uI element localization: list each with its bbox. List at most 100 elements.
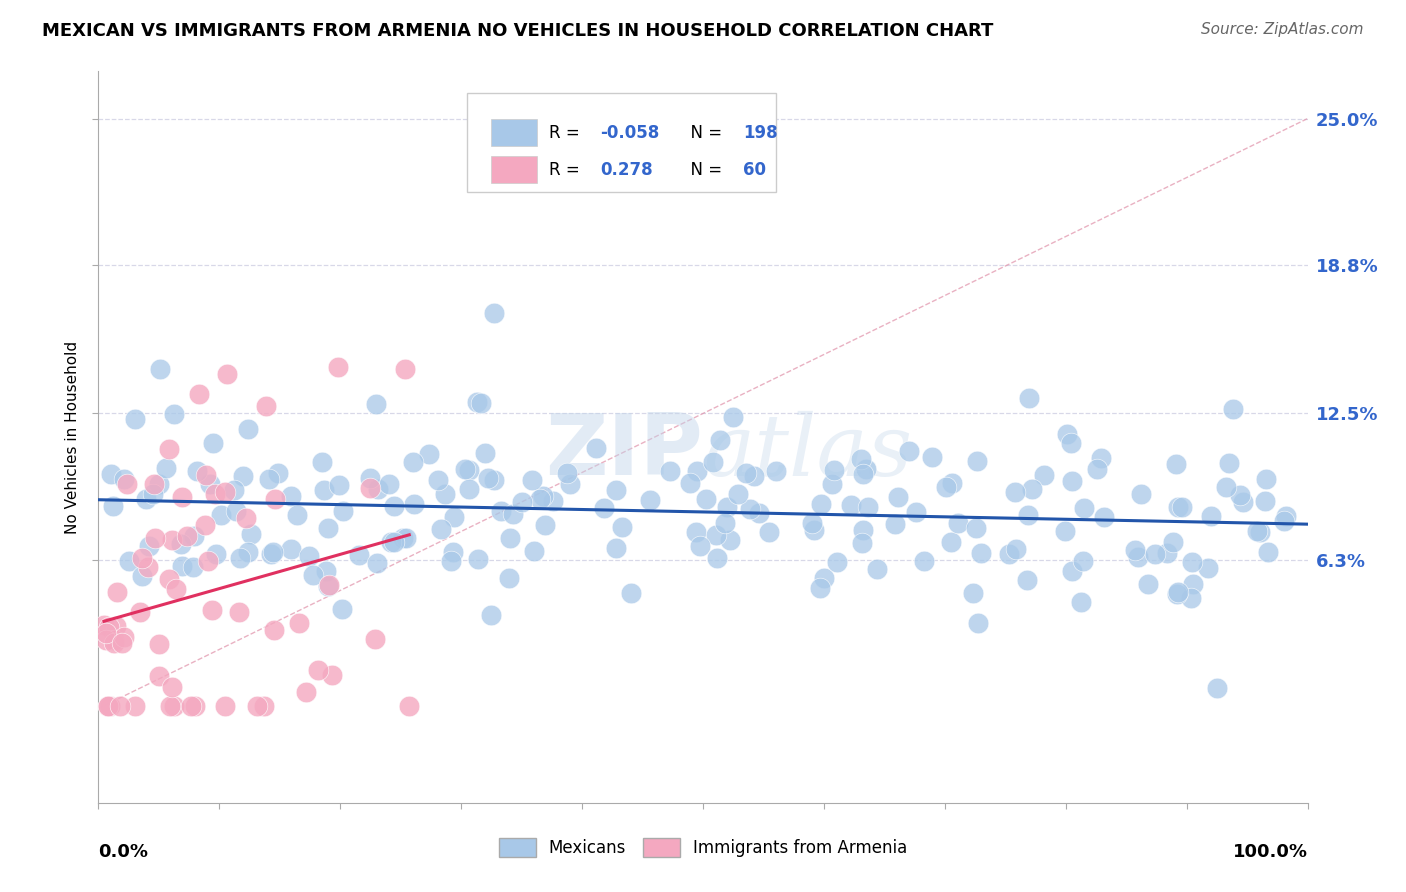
Point [605, 541, 627, 556]
Point [163, 407, 186, 421]
Point [856, 500, 879, 514]
Point [312, 483, 335, 498]
Point [1060, 565, 1083, 579]
Point [998, 548, 1021, 562]
Point [225, 503, 247, 517]
Point [1246, 524, 1268, 538]
Text: ZIP: ZIP [546, 410, 703, 493]
Point [499, 531, 522, 545]
Point [758, 525, 780, 540]
Point [378, 477, 401, 491]
Point [1254, 494, 1277, 508]
Point [204, 487, 226, 501]
Point [1164, 458, 1187, 472]
Point [201, 436, 224, 450]
Point [1229, 488, 1251, 502]
Point [398, 699, 420, 714]
Point [704, 528, 727, 542]
Point [620, 586, 643, 600]
Point [443, 510, 465, 524]
Point [367, 483, 389, 497]
Point [395, 531, 418, 545]
Point [157, 442, 180, 457]
Point [482, 306, 505, 320]
Point [236, 545, 259, 559]
Point [1017, 573, 1039, 587]
Point [1254, 472, 1277, 486]
Point [748, 506, 770, 520]
Point [1201, 508, 1223, 523]
Point [382, 500, 405, 514]
Point [239, 527, 262, 541]
Point [966, 615, 988, 630]
Point [108, 699, 131, 714]
Point [200, 477, 222, 491]
Point [695, 492, 717, 507]
Point [702, 455, 724, 469]
Point [93, 617, 115, 632]
Point [689, 539, 711, 553]
Point [112, 472, 135, 486]
Point [232, 469, 254, 483]
Point [852, 467, 875, 481]
Point [253, 699, 276, 714]
Point [330, 602, 353, 616]
Point [585, 442, 607, 456]
Point [941, 476, 963, 491]
Point [939, 534, 962, 549]
Point [359, 481, 381, 495]
Point [97, 699, 120, 714]
Point [104, 619, 127, 633]
Point [138, 540, 160, 554]
Point [124, 698, 146, 713]
Point [217, 367, 239, 381]
Point [328, 478, 350, 492]
Point [194, 518, 217, 533]
FancyBboxPatch shape [492, 119, 537, 146]
Point [686, 464, 709, 478]
Point [738, 501, 761, 516]
Point [502, 507, 524, 521]
Text: 100.0%: 100.0% [1233, 843, 1308, 861]
Point [1215, 480, 1237, 494]
Point [727, 487, 749, 501]
Point [883, 517, 905, 532]
Point [315, 564, 337, 578]
Point [131, 569, 153, 583]
Point [813, 571, 835, 585]
Point [228, 605, 250, 619]
Point [188, 387, 211, 401]
Point [1143, 547, 1166, 561]
Point [1090, 451, 1112, 466]
Point [142, 486, 165, 500]
Point [465, 395, 488, 409]
Point [498, 571, 520, 585]
Point [477, 471, 499, 485]
FancyBboxPatch shape [492, 156, 537, 184]
Point [482, 474, 505, 488]
Point [392, 531, 415, 545]
Point [593, 501, 616, 516]
Point [94, 626, 117, 640]
Point [311, 455, 333, 469]
Point [852, 523, 875, 537]
Point [912, 554, 935, 568]
Point [263, 624, 285, 638]
Point [1092, 510, 1115, 524]
Point [557, 466, 579, 480]
Point [155, 461, 177, 475]
Point [558, 477, 581, 491]
Point [418, 447, 440, 461]
Point [183, 529, 205, 543]
Point [1181, 555, 1204, 569]
Point [181, 559, 204, 574]
Point [1275, 508, 1298, 523]
Point [98, 620, 121, 634]
Point [316, 521, 339, 535]
Point [429, 522, 451, 536]
Point [948, 516, 970, 531]
Point [235, 510, 257, 524]
Point [201, 602, 224, 616]
Point [605, 483, 627, 498]
Point [453, 462, 475, 476]
